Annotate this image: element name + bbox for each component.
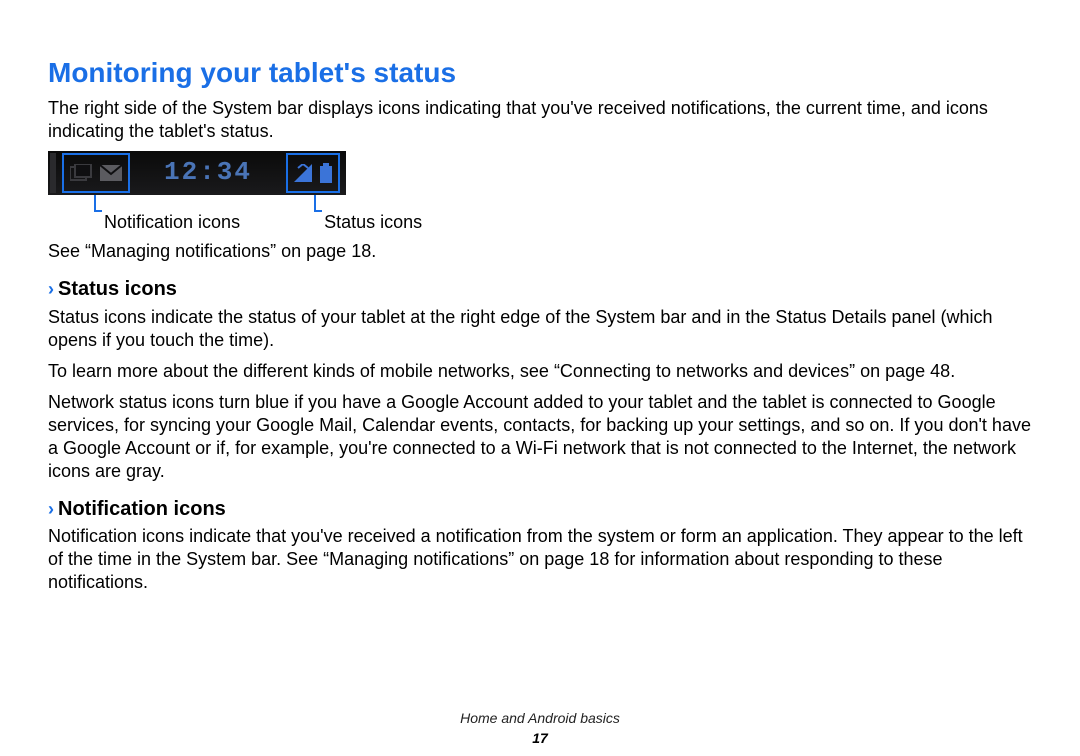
intro-paragraph: The right side of the System bar display… bbox=[48, 97, 1032, 143]
systembar-left-cap bbox=[50, 153, 56, 193]
notification-icons-box bbox=[62, 153, 130, 193]
heading-notification-icons: › Notification icons bbox=[48, 497, 1032, 523]
callout-status-icons: Status icons bbox=[308, 195, 422, 234]
stacked-windows-icon bbox=[70, 164, 92, 182]
chevron-right-icon: › bbox=[48, 498, 54, 521]
systembar: 12:34 bbox=[48, 151, 346, 195]
status-para-2: To learn more about the different kinds … bbox=[48, 360, 1032, 383]
battery-icon bbox=[320, 163, 332, 183]
callout-label: Status icons bbox=[324, 211, 422, 234]
heading-text: Status icons bbox=[58, 277, 177, 303]
mail-icon bbox=[100, 165, 122, 181]
chevron-right-icon: › bbox=[48, 278, 54, 301]
callout-notification-icons: Notification icons bbox=[88, 195, 240, 234]
notification-para-1: Notification icons indicate that you've … bbox=[48, 525, 1032, 594]
see-managing-notifications: See “Managing notifications” on page 18. bbox=[48, 240, 1032, 263]
page-number: 17 bbox=[0, 730, 1080, 748]
systembar-clock: 12:34 bbox=[130, 156, 286, 189]
status-para-3: Network status icons turn blue if you ha… bbox=[48, 391, 1032, 483]
callout-leader-icon bbox=[308, 195, 322, 219]
systembar-figure: 12:34 bbox=[48, 151, 1032, 234]
status-icons-box bbox=[286, 153, 340, 193]
footer-section-title: Home and Android basics bbox=[0, 710, 1080, 728]
signal-icon bbox=[294, 164, 312, 182]
heading-status-icons: › Status icons bbox=[48, 277, 1032, 303]
callout-leader-icon bbox=[88, 195, 102, 219]
heading-text: Notification icons bbox=[58, 497, 226, 523]
systembar-callouts: Notification icons Status icons bbox=[88, 195, 1032, 234]
page-title: Monitoring your tablet's status bbox=[48, 55, 1032, 91]
callout-label: Notification icons bbox=[104, 211, 240, 234]
status-para-1: Status icons indicate the status of your… bbox=[48, 306, 1032, 352]
